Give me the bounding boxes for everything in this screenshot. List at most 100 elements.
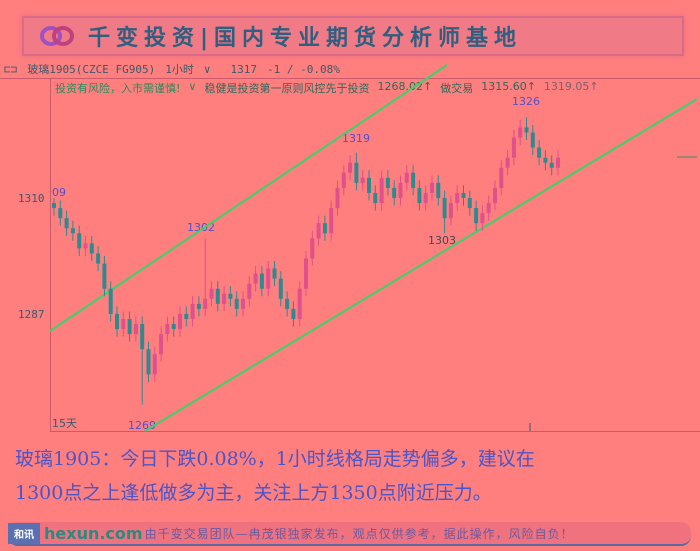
- hexun-badge: 和讯: [8, 522, 40, 544]
- candle-body: [196, 303, 201, 309]
- candle-body: [64, 218, 69, 229]
- logo-icon: [40, 26, 74, 46]
- candle-body: [556, 157, 560, 168]
- candle-body: [266, 268, 271, 289]
- candle-body: [77, 233, 82, 249]
- candle-body: [530, 132, 535, 148]
- candle-body: [310, 238, 315, 259]
- ann-1319: 1319: [342, 132, 370, 145]
- candle-body: [165, 324, 170, 335]
- chart-area[interactable]: [50, 79, 700, 432]
- candle-body: [524, 127, 529, 133]
- last-price: 1317: [230, 62, 257, 76]
- candle-body: [341, 172, 346, 188]
- candle-body: [474, 208, 479, 224]
- candle-body: [52, 203, 56, 209]
- candle-body: [511, 137, 516, 158]
- y-label-1287: 1287: [18, 308, 45, 321]
- candle-body: [411, 172, 416, 188]
- ann-1303: 1303: [428, 234, 456, 247]
- banner: 千变投资|国内专业期货分析师基地: [22, 16, 684, 56]
- candle-body: [373, 192, 378, 204]
- hexun-site[interactable]: hexun.com: [44, 523, 143, 543]
- notice-bar: 投资有风险，入市需谨慎! ∨ 稳健是投资第一原则风控先于投资 1268.02↑ …: [55, 80, 599, 96]
- candle-body: [392, 187, 397, 198]
- candle-body: [159, 334, 164, 355]
- candle-body: [253, 273, 258, 284]
- symbol-label[interactable]: 玻璃1905(CZCE FG905): [27, 63, 156, 76]
- period-label: 1小时: [165, 63, 194, 76]
- chevron-down-icon[interactable]: ∨: [188, 80, 197, 93]
- ann-1326: 1326: [512, 95, 540, 108]
- candle-body: [70, 228, 75, 234]
- candle-body: [549, 162, 554, 168]
- candle-body: [184, 313, 189, 319]
- period-label: 15天: [52, 417, 77, 430]
- comment-line-1: 玻璃1905：今日下跌0.08%，1小时线格局走势偏多，建议在: [15, 448, 535, 470]
- candle-body: [215, 288, 220, 304]
- candle-body: [493, 187, 497, 204]
- candle-body: [436, 182, 441, 198]
- motto: 稳健是投资第一原则风控先于投资: [204, 82, 370, 95]
- candle-body: [518, 127, 523, 138]
- candle-body: [140, 324, 145, 350]
- ann-start: 09: [52, 186, 66, 199]
- risk-notice: 投资有风险，入市需谨慎!: [55, 82, 181, 95]
- candle-body: [304, 258, 308, 289]
- candle-body: [461, 192, 466, 198]
- candle-body: [455, 192, 460, 204]
- candle-body: [222, 293, 227, 304]
- candle-body: [442, 198, 447, 219]
- candle-body: [537, 147, 542, 158]
- period-dropdown[interactable]: 1小时 ∨: [165, 63, 211, 76]
- candle-body: [58, 208, 63, 219]
- candle-body: [115, 313, 119, 330]
- candle-body: [259, 273, 264, 289]
- candle-body: [505, 157, 510, 168]
- candle-body: [329, 208, 334, 234]
- candle-body: [379, 177, 384, 204]
- candle-body: [241, 298, 245, 309]
- candle-body: [171, 324, 176, 330]
- candle-body: [367, 177, 371, 193]
- candle-body: [285, 298, 290, 309]
- footer-bar: 和讯 hexun.com 由千变交易团队—冉茂银独家发布，观点仅供参考，据此操作…: [8, 522, 691, 546]
- candle-body: [247, 283, 252, 299]
- candle-body: [486, 203, 491, 214]
- candle-body: [360, 177, 365, 183]
- candle-body: [404, 172, 409, 183]
- candle-body: [89, 243, 94, 254]
- comment-line-2: 1300点之上逢低做多为主，关注上方1350点附近压力。: [15, 482, 492, 504]
- disclaimer: 由千变交易团队—冉茂银独家发布，观点仅供参考，据此操作，风险自负！: [144, 526, 574, 541]
- candle-body: [499, 167, 504, 188]
- analysis-comment: 玻璃1905：今日下跌0.08%，1小时线格局走势偏多，建议在 1300点之上逢…: [15, 442, 695, 510]
- candle-body: [96, 253, 101, 264]
- candle-body: [448, 203, 453, 219]
- candle-body: [430, 182, 434, 193]
- value-3: 1319.05↑: [543, 80, 599, 93]
- price-change: -1 / -0.08%: [266, 62, 340, 76]
- candle-body: [102, 263, 107, 289]
- candle-body: [133, 324, 138, 335]
- candle-body: [190, 303, 195, 319]
- candle-body: [316, 223, 321, 239]
- candle-body: [152, 354, 157, 375]
- candle-body: [146, 349, 151, 375]
- candle-body: [543, 157, 548, 163]
- candle-body: [234, 298, 239, 309]
- value-2: 1315.60↑: [481, 80, 536, 93]
- candle-body: [209, 288, 214, 299]
- chart-toolbar: ⊏⊐ 玻璃1905(CZCE FG905) 1小时 ∨ 1317 -1 / -0.…: [0, 60, 700, 79]
- candle-body: [121, 318, 126, 330]
- candle-body: [291, 308, 296, 319]
- candle-body: [178, 313, 182, 330]
- candle-body: [228, 293, 233, 299]
- candle-body: [467, 198, 472, 209]
- channel-lower: [144, 98, 698, 432]
- banner-title: 千变投资|国内专业期货分析师基地: [88, 26, 523, 51]
- candle-body: [297, 288, 302, 319]
- candle-body: [354, 162, 359, 183]
- link-icon[interactable]: ⊏⊐: [4, 62, 18, 76]
- candle-body: [322, 223, 327, 234]
